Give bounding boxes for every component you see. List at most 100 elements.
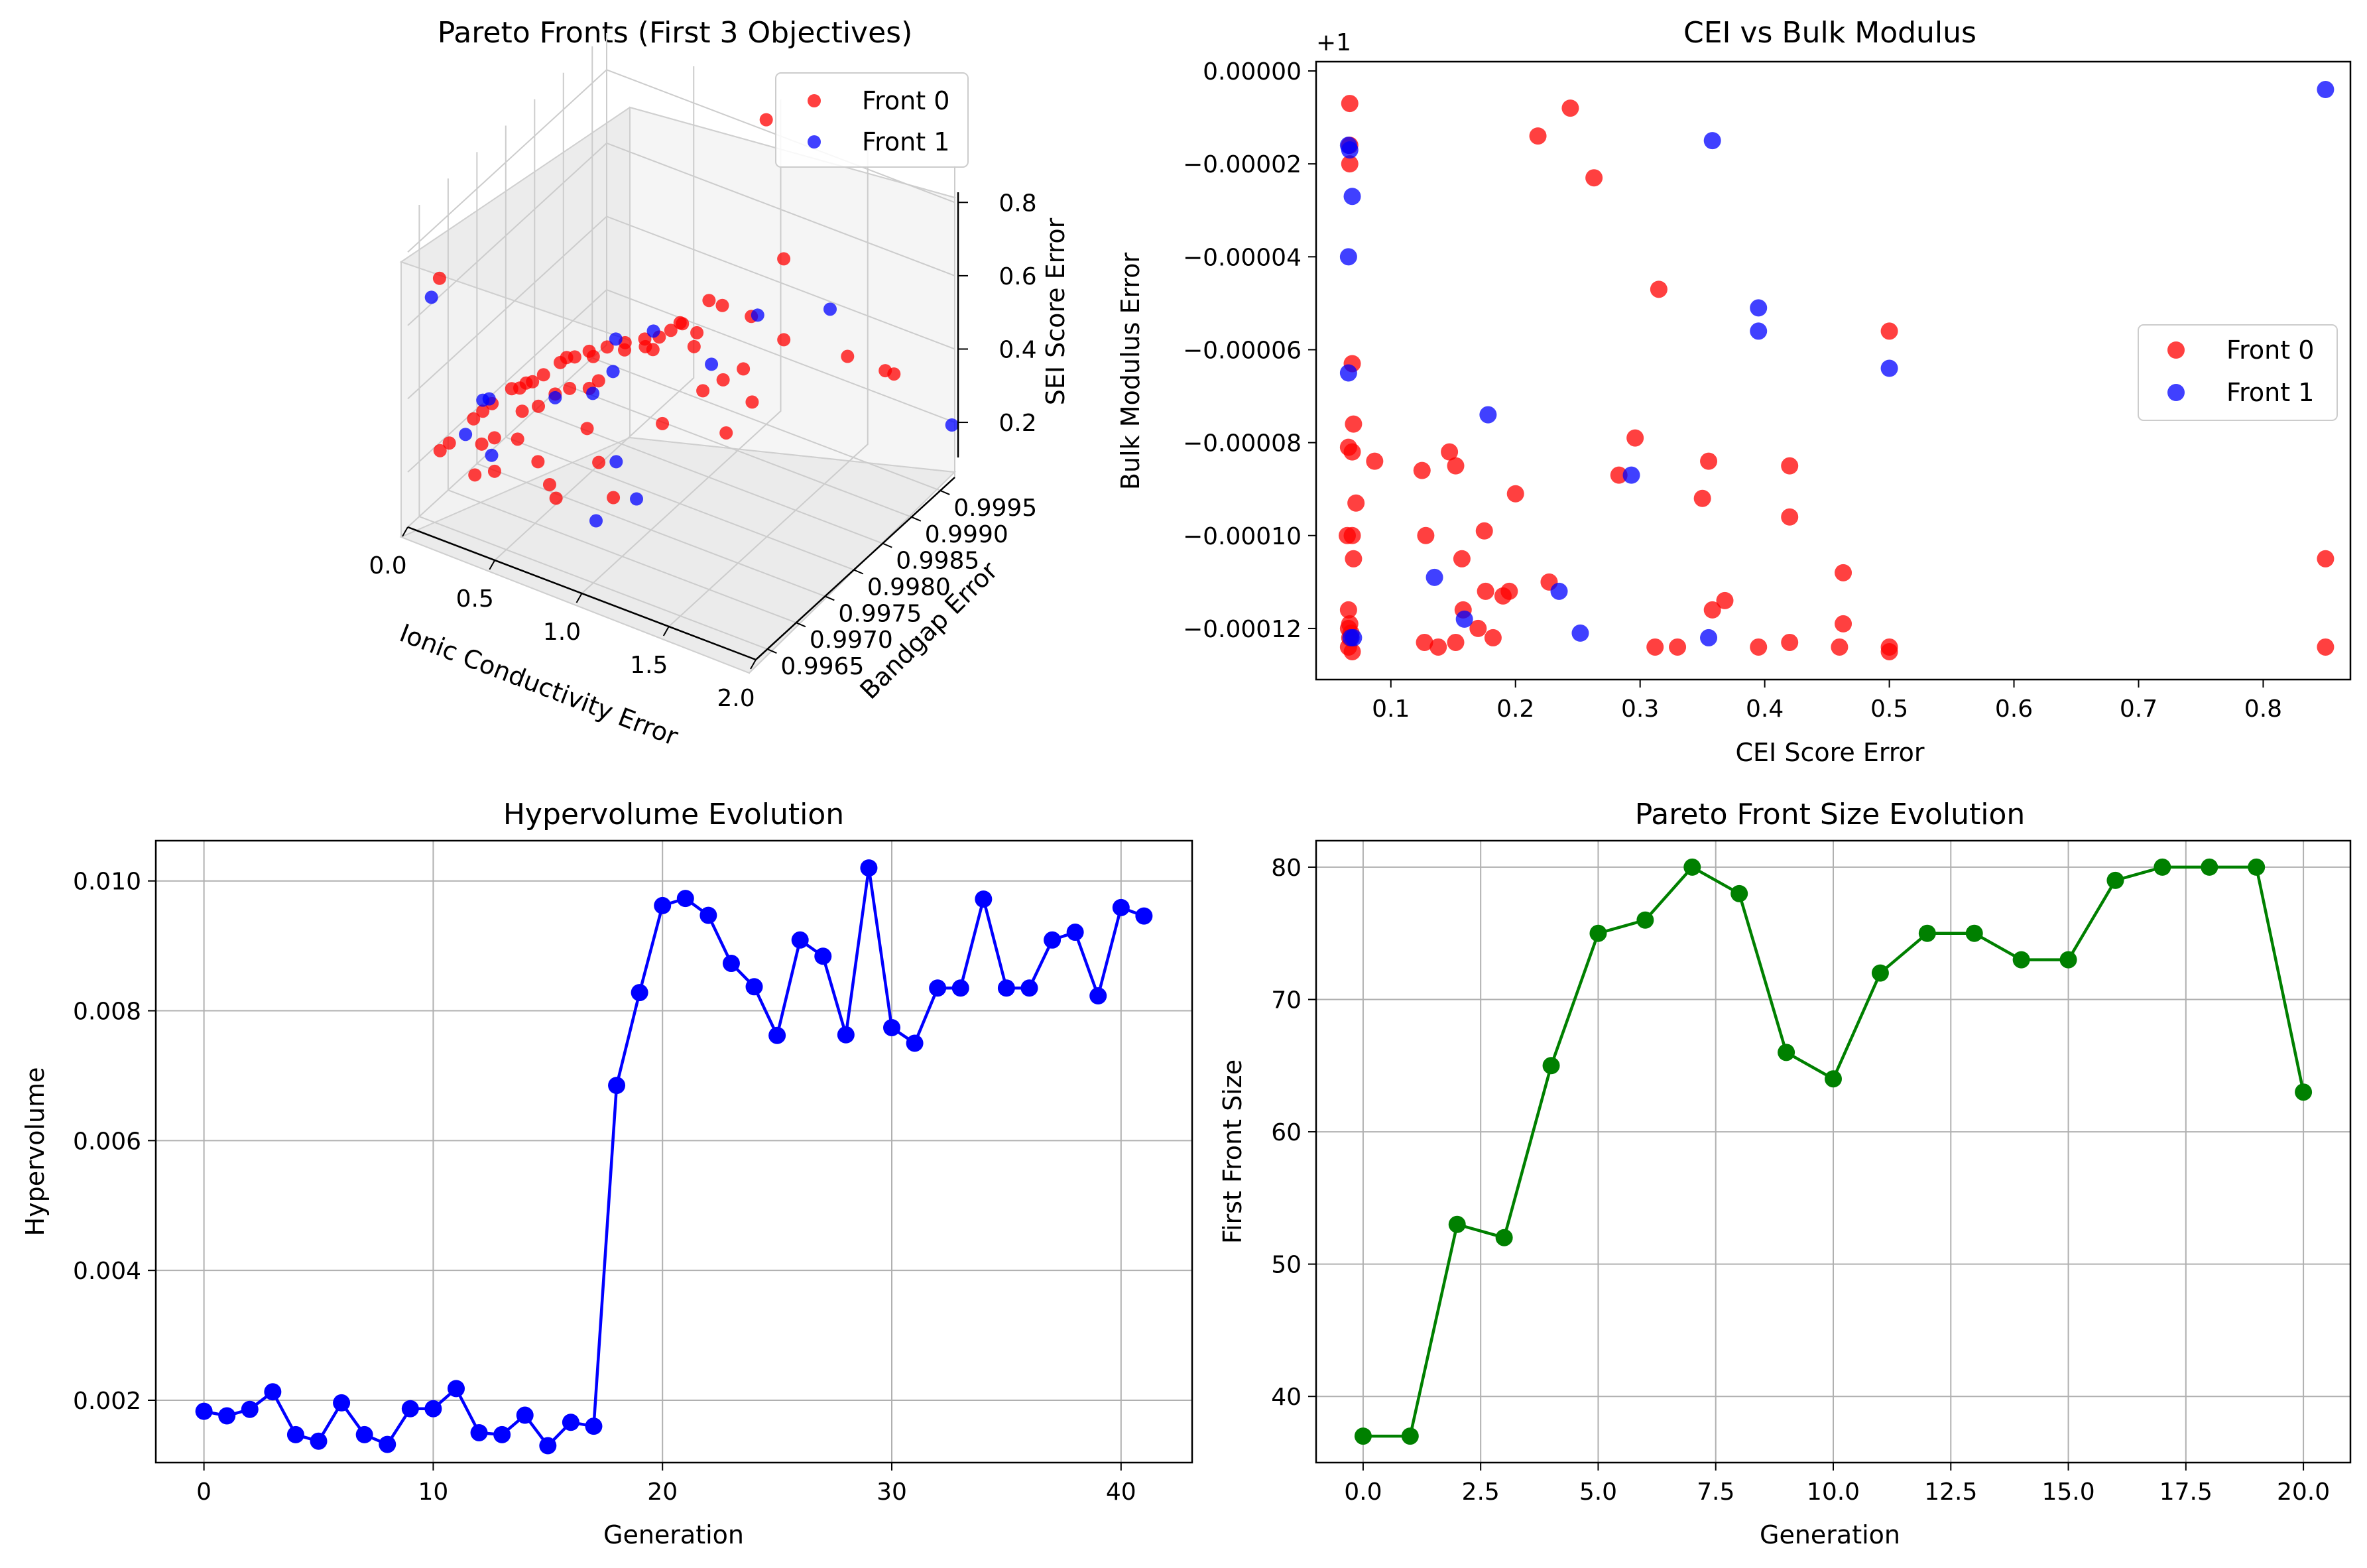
pareto-3d-front0-point [531, 455, 545, 469]
cei-bulk-front1-point [1343, 188, 1361, 206]
pareto-3d-legend-front1-label: Front 1 [862, 127, 949, 156]
cei-bulk-front0-point [1781, 633, 1799, 651]
pareto-3d-front1-point [424, 290, 438, 304]
cei-bulk-y-label: Bulk Modulus Error [1116, 253, 1145, 491]
cei-bulk-front0-point [2317, 550, 2335, 568]
cei-bulk-y-tick-label: 0.00000 [1203, 58, 1302, 86]
cei-bulk-legend-front0-label: Front 0 [2226, 335, 2314, 365]
hypervolume-point [1089, 987, 1107, 1005]
pareto-3d-legend: Front 0 Front 1 [775, 72, 969, 168]
hypervolume-point [1044, 931, 1062, 949]
front-size-x-tick-label: 0.0 [1344, 1478, 1382, 1506]
cei-bulk-front1-point [2317, 81, 2335, 99]
pareto-3d-x-tick-label: 0.5 [456, 585, 494, 613]
pareto-3d-y-gridline [447, 178, 797, 624]
hypervolume-y-tick-label: 0.002 [73, 1388, 141, 1415]
hypervolume-point [906, 1034, 924, 1052]
cei-bulk-front1-point [1622, 466, 1640, 484]
pareto-3d-front1-point [945, 418, 959, 432]
pareto-3d-front0-point [532, 399, 546, 413]
pareto-3d-front0-point [586, 349, 600, 363]
cei-bulk-y-tick-label: −0.00004 [1183, 244, 1302, 271]
cei-bulk-x-tick-label: 0.3 [1621, 695, 1659, 723]
hypervolume-plot-frame [154, 839, 1193, 1464]
cei-bulk-front0-point [1669, 638, 1687, 656]
pareto-3d-front1-point [586, 387, 600, 400]
cei-bulk-front1-point [1550, 582, 1568, 600]
cei-bulk-front0-point [1561, 99, 1579, 117]
hypervolume-gridlines [156, 841, 1192, 1463]
hypervolume-point [608, 1077, 626, 1095]
pareto-3d-front0-point [487, 431, 501, 445]
front-size-x-tick-label: 12.5 [1924, 1478, 1977, 1506]
pareto-3d-front0-point [656, 416, 670, 430]
pareto-3d-front0-point [617, 343, 631, 357]
pareto-3d-front0-point [887, 367, 901, 381]
front-size-y-tick-label: 70 [1271, 987, 1302, 1014]
hypervolume-point [929, 979, 947, 997]
hypervolume-title: Hypervolume Evolution [503, 798, 844, 831]
pareto-3d-front0-point [777, 333, 791, 347]
front-size-point [1495, 1229, 1513, 1246]
pareto-3d-front0-point [549, 491, 563, 505]
pareto-3d-front0-point [563, 381, 577, 395]
hypervolume-point [768, 1026, 786, 1044]
front-size-x-tick-label: 20.0 [2277, 1478, 2330, 1506]
cei-bulk-front0-point [1529, 127, 1547, 145]
hypervolume-point [951, 979, 969, 997]
cei-bulk-front1-point [1750, 322, 1768, 340]
cei-bulk-front0-point [1347, 494, 1365, 512]
pareto-3d-z-gridline [407, 215, 955, 400]
pareto-3d-front1-point [646, 324, 660, 338]
cei-bulk-x-tick-label: 0.1 [1372, 695, 1410, 723]
pareto-3d-front0-point [777, 252, 791, 266]
pareto-3d-front1-point [609, 332, 623, 346]
cei-bulk-front0-point [1693, 489, 1711, 507]
pareto-3d-front0-point [687, 339, 701, 353]
pareto-3d-x-tick-label: 2.0 [717, 685, 755, 712]
pareto-3d-x-gridline [668, 133, 869, 627]
front-size-point [2012, 951, 2030, 969]
pareto-3d-front1-point [630, 492, 644, 506]
pareto-3d-front0-point [716, 373, 730, 387]
front-size-point [1965, 924, 1983, 942]
front-size-point [1636, 911, 1654, 929]
cei-bulk-front1-point [1455, 610, 1473, 628]
cei-bulk-front0-point [1880, 642, 1898, 660]
pareto-3d-front0-point [607, 491, 621, 505]
cei-bulk-y-tick-label: −0.00002 [1183, 151, 1302, 178]
hypervolume-series [195, 859, 1153, 1455]
cei-bulk-front0-point [1506, 485, 1524, 503]
cei-bulk-front0-point [1447, 457, 1465, 475]
front-size-x-tick-label: 15.0 [2041, 1478, 2094, 1506]
pareto-3d-y-gridline [476, 152, 825, 597]
pareto-3d-x-ticks: 0.0 0.5 1.0 1.5 2.0 [369, 526, 757, 712]
hypervolume-point [333, 1394, 351, 1412]
pareto-3d-front0-point [442, 436, 456, 450]
cei-bulk-front1-point [1703, 132, 1721, 150]
hypervolume-point [585, 1417, 603, 1435]
pareto-3d-y-tick-mark [796, 622, 806, 628]
cei-bulk-legend-front0-marker [2167, 341, 2185, 359]
front-size-x-tick-label: 7.5 [1697, 1478, 1734, 1506]
hypervolume-y-tick-label: 0.006 [73, 1128, 141, 1155]
pareto-3d-x-tick-label: 1.5 [630, 652, 668, 679]
cei-bulk-front0-point [1345, 415, 1363, 433]
cei-bulk-front0-point [1484, 629, 1502, 646]
hypervolume-point [676, 890, 694, 908]
hypervolume-point [814, 947, 832, 965]
hypervolume-x-tick-label: 0 [196, 1478, 212, 1506]
front-size-point [2059, 951, 2077, 969]
front-size-point [1683, 858, 1701, 876]
cei-bulk-front0-point [1417, 526, 1435, 544]
cei-bulk-front0-point [1447, 633, 1465, 651]
cei-bulk-y-tick-label: −0.00010 [1183, 523, 1302, 550]
cei-bulk-front0-point [1343, 443, 1361, 461]
pareto-3d-front0-point [664, 324, 678, 337]
hypervolume-y-label: Hypervolume [21, 1067, 50, 1236]
pareto-3d-x-tick-label: 1.0 [543, 619, 581, 646]
pareto-3d-z-label: SEI Score Error [1041, 217, 1070, 405]
pareto-3d-y-tick-label: 0.9985 [896, 548, 979, 575]
